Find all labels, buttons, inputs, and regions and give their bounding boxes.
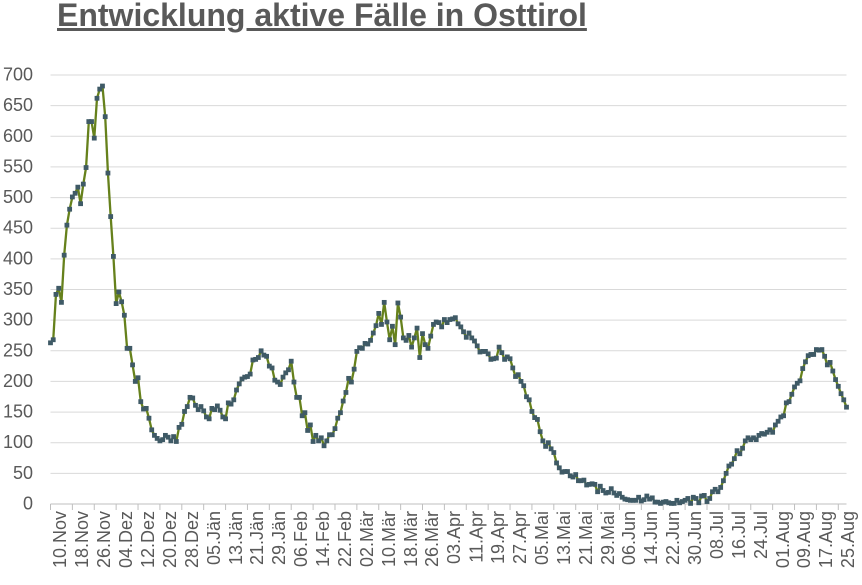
svg-text:450: 450	[3, 218, 33, 238]
svg-text:700: 700	[3, 65, 33, 85]
svg-text:250: 250	[3, 340, 33, 360]
svg-text:0: 0	[23, 494, 33, 514]
svg-text:100: 100	[3, 432, 33, 452]
svg-text:650: 650	[3, 95, 33, 115]
svg-text:550: 550	[3, 156, 33, 176]
svg-text:150: 150	[3, 402, 33, 422]
svg-text:300: 300	[3, 310, 33, 330]
svg-text:400: 400	[3, 248, 33, 268]
svg-text:200: 200	[3, 371, 33, 391]
svg-text:600: 600	[3, 126, 33, 146]
svg-text:350: 350	[3, 279, 33, 299]
svg-text:50: 50	[13, 463, 33, 483]
svg-text:500: 500	[3, 187, 33, 207]
